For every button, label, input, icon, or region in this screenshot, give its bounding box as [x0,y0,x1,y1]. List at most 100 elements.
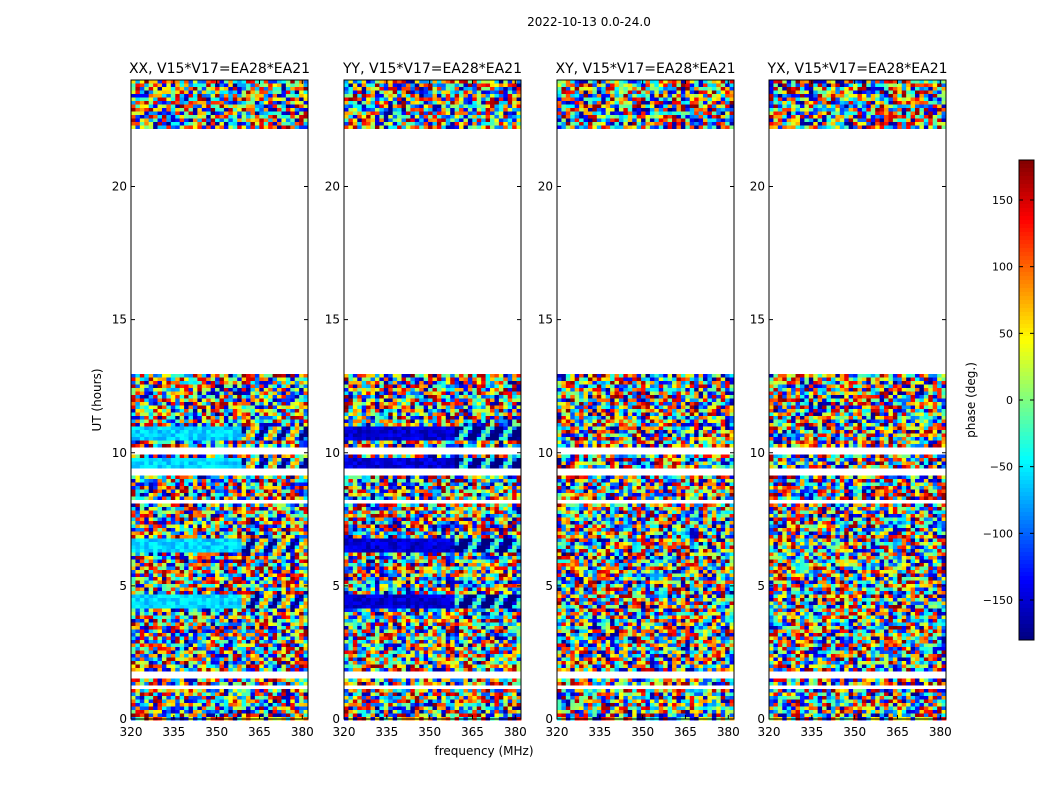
heatmap-cell [246,612,251,616]
heatmap-cell [197,409,203,413]
heatmap-cell [303,528,309,532]
heatmap-cell [232,479,238,483]
heatmap-cell [445,118,451,122]
heatmap-cell [184,535,189,539]
heatmap-cell [476,104,482,108]
heatmap-cell [184,398,189,402]
heatmap-cell [281,531,287,535]
heatmap-cell [277,430,282,434]
heatmap-cell [246,647,251,651]
heatmap-cell [144,125,150,129]
heatmap-cell [272,650,278,654]
heatmap-cell [285,703,291,707]
heatmap-cell [423,388,429,392]
heatmap-cell [148,528,154,532]
heatmap-cell [246,535,251,539]
heatmap-cell [272,465,278,469]
heatmap-cell [272,398,278,402]
heatmap-cell [161,510,167,514]
heatmap-cell [223,454,229,458]
heatmap-cell [201,482,207,486]
heatmap-cell [210,398,216,402]
heatmap-cell [250,535,256,539]
heatmap-cell [232,430,238,434]
heatmap-cell [161,636,167,640]
heatmap-cell [170,650,176,654]
heatmap-cell [161,601,167,605]
heatmap-cell [263,570,269,574]
heatmap-cell [148,426,154,430]
heatmap-cell [361,125,367,129]
heatmap-cell [281,619,287,623]
heatmap-cell [459,388,464,392]
heatmap-cell [210,636,216,640]
heatmap-cell [184,101,189,105]
heatmap-cell [410,90,416,94]
heatmap-cell [179,538,185,542]
heatmap-cell [366,94,371,98]
heatmap-cell [299,528,304,532]
heatmap-cell [215,493,220,497]
heatmap-cell [250,115,256,119]
heatmap-cell [285,440,291,444]
heatmap-cell [223,104,229,108]
heatmap-cell [294,122,300,126]
heatmap-cell [157,437,163,441]
heatmap-cell [131,122,136,126]
heatmap-cell [250,573,256,577]
heatmap-cell [290,479,296,483]
heatmap-cell [188,475,194,479]
heatmap-cell [223,374,229,378]
heatmap-cell [272,90,278,94]
heatmap-cell [148,482,154,486]
heatmap-cell [454,90,460,94]
heatmap-cell [179,94,185,98]
heatmap-cell [476,118,482,122]
heatmap-cell [184,521,189,525]
heatmap-cell [179,412,185,416]
heatmap-cell [450,374,456,378]
heatmap-cell [237,430,243,434]
heatmap-cell [228,419,234,423]
heatmap-cell [397,90,402,94]
heatmap-cell [272,535,278,539]
heatmap-cell [285,503,291,507]
heatmap-cell [210,444,216,448]
heatmap-cell [179,531,185,535]
heatmap-cell [246,636,251,640]
heatmap-cell [285,426,291,430]
heatmap-cell [263,402,269,406]
heatmap-cell [485,381,491,385]
heatmap-cell [241,416,247,420]
heatmap-cell [215,479,220,483]
heatmap-cell [153,654,158,658]
heatmap-cell [281,650,287,654]
heatmap-cell [215,636,220,640]
heatmap-cell [170,503,176,507]
heatmap-cell [357,104,363,108]
heatmap-cell [285,412,291,416]
heatmap-cell [419,115,425,119]
heatmap-cell [170,482,176,486]
heatmap-cell [139,682,145,686]
heatmap-cell [432,377,438,381]
heatmap-cell [246,640,251,644]
heatmap-cell [206,122,212,126]
heatmap-cell [250,479,256,483]
heatmap-cell [153,643,158,647]
heatmap-cell [188,122,194,126]
heatmap-cell [268,573,273,577]
heatmap-cell [414,374,420,378]
heatmap-cell [148,97,154,101]
heatmap-cell [246,80,251,84]
heatmap-cell [272,430,278,434]
heatmap-cell [153,605,158,609]
heatmap-cell [206,461,212,465]
heatmap-cell [228,654,234,658]
heatmap-cell [401,122,407,126]
heatmap-cell [184,125,189,129]
heatmap-cell [454,115,460,119]
heatmap-cell [215,531,220,535]
heatmap-cell [144,454,150,458]
heatmap-cell [179,633,185,637]
